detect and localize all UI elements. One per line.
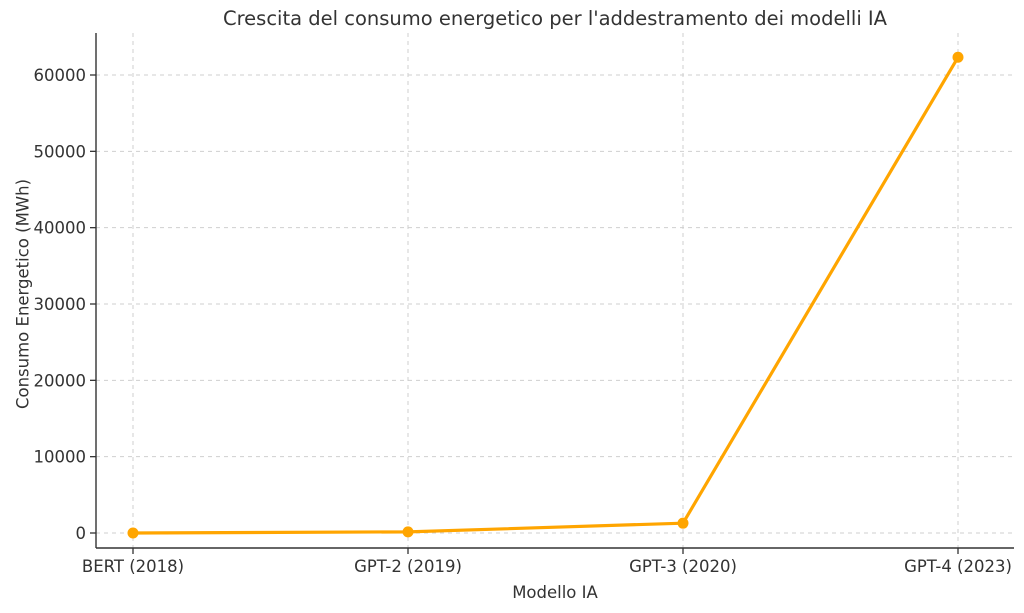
x-axis-label: Modello IA [512, 583, 598, 602]
chart-title: Crescita del consumo energetico per l'ad… [222, 7, 888, 30]
y-axis-label: Consumo Energetico (MWh) [13, 178, 33, 410]
data-point [677, 517, 689, 529]
data-point [127, 527, 139, 539]
data-line [131, 55, 960, 535]
y-tick-label: 10000 [34, 448, 87, 467]
x-tick-label: BERT (2018) [82, 557, 184, 576]
y-tick-label: 0 [76, 524, 87, 543]
y-tick-label: 60000 [34, 66, 87, 85]
y-tick-label: 50000 [34, 142, 87, 161]
y-tick-label: 40000 [34, 219, 87, 238]
x-tick-label: GPT-4 (2023) [904, 557, 1012, 576]
data-point [952, 51, 964, 63]
data-point [402, 526, 414, 538]
x-tick-label: GPT-2 (2019) [354, 557, 462, 576]
y-tick-label: 20000 [34, 371, 87, 390]
y-tick-label: 30000 [34, 295, 87, 314]
x-tick-label: GPT-3 (2020) [629, 557, 737, 576]
